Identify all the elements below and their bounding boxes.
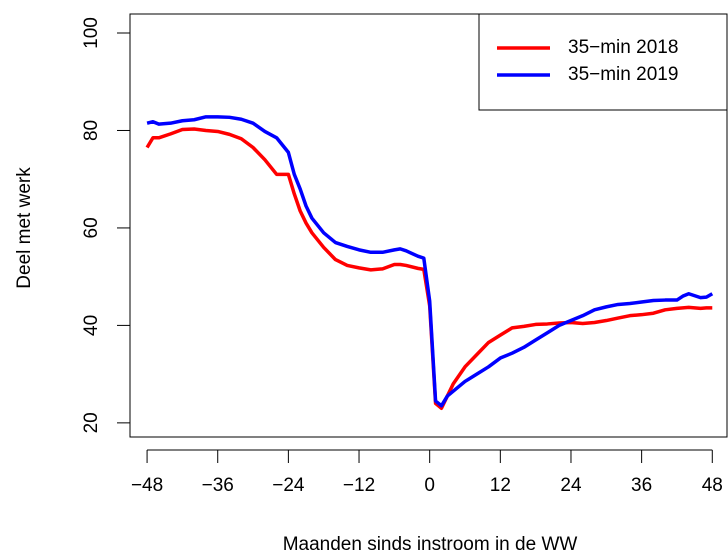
x-tick-label: 24 xyxy=(560,475,582,496)
y-tick-label: 100 xyxy=(81,17,102,49)
y-tick-label: 40 xyxy=(81,315,102,336)
x-tick-label: −24 xyxy=(272,475,305,496)
x-tick-label: 12 xyxy=(490,475,511,496)
x-tick-label: 36 xyxy=(631,475,652,496)
x-tick-label: 48 xyxy=(702,475,723,496)
y-tick-label: 20 xyxy=(81,412,102,433)
data-line xyxy=(145,127,713,410)
x-tick-label: 0 xyxy=(424,475,435,496)
x-tick-label: −48 xyxy=(131,475,163,496)
y-axis-label: Deel met werk xyxy=(14,167,35,289)
y-tick-label: 80 xyxy=(81,120,102,141)
x-tick-label: −36 xyxy=(202,475,234,496)
legend-label: 35−min 2019 xyxy=(568,64,678,85)
legend-label: 35−min 2018 xyxy=(568,37,678,58)
x-axis-label: Maanden sinds instroom in de WW xyxy=(283,534,578,555)
legend-box xyxy=(478,13,728,111)
x-tick-label: −12 xyxy=(343,475,375,496)
y-tick-label: 60 xyxy=(81,217,102,238)
data-line xyxy=(146,115,714,408)
